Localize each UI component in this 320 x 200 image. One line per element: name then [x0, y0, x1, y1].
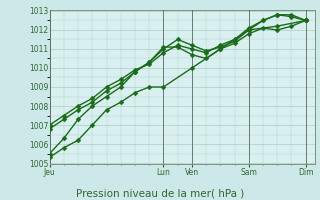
Text: Pression niveau de la mer( hPa ): Pression niveau de la mer( hPa ) [76, 188, 244, 198]
